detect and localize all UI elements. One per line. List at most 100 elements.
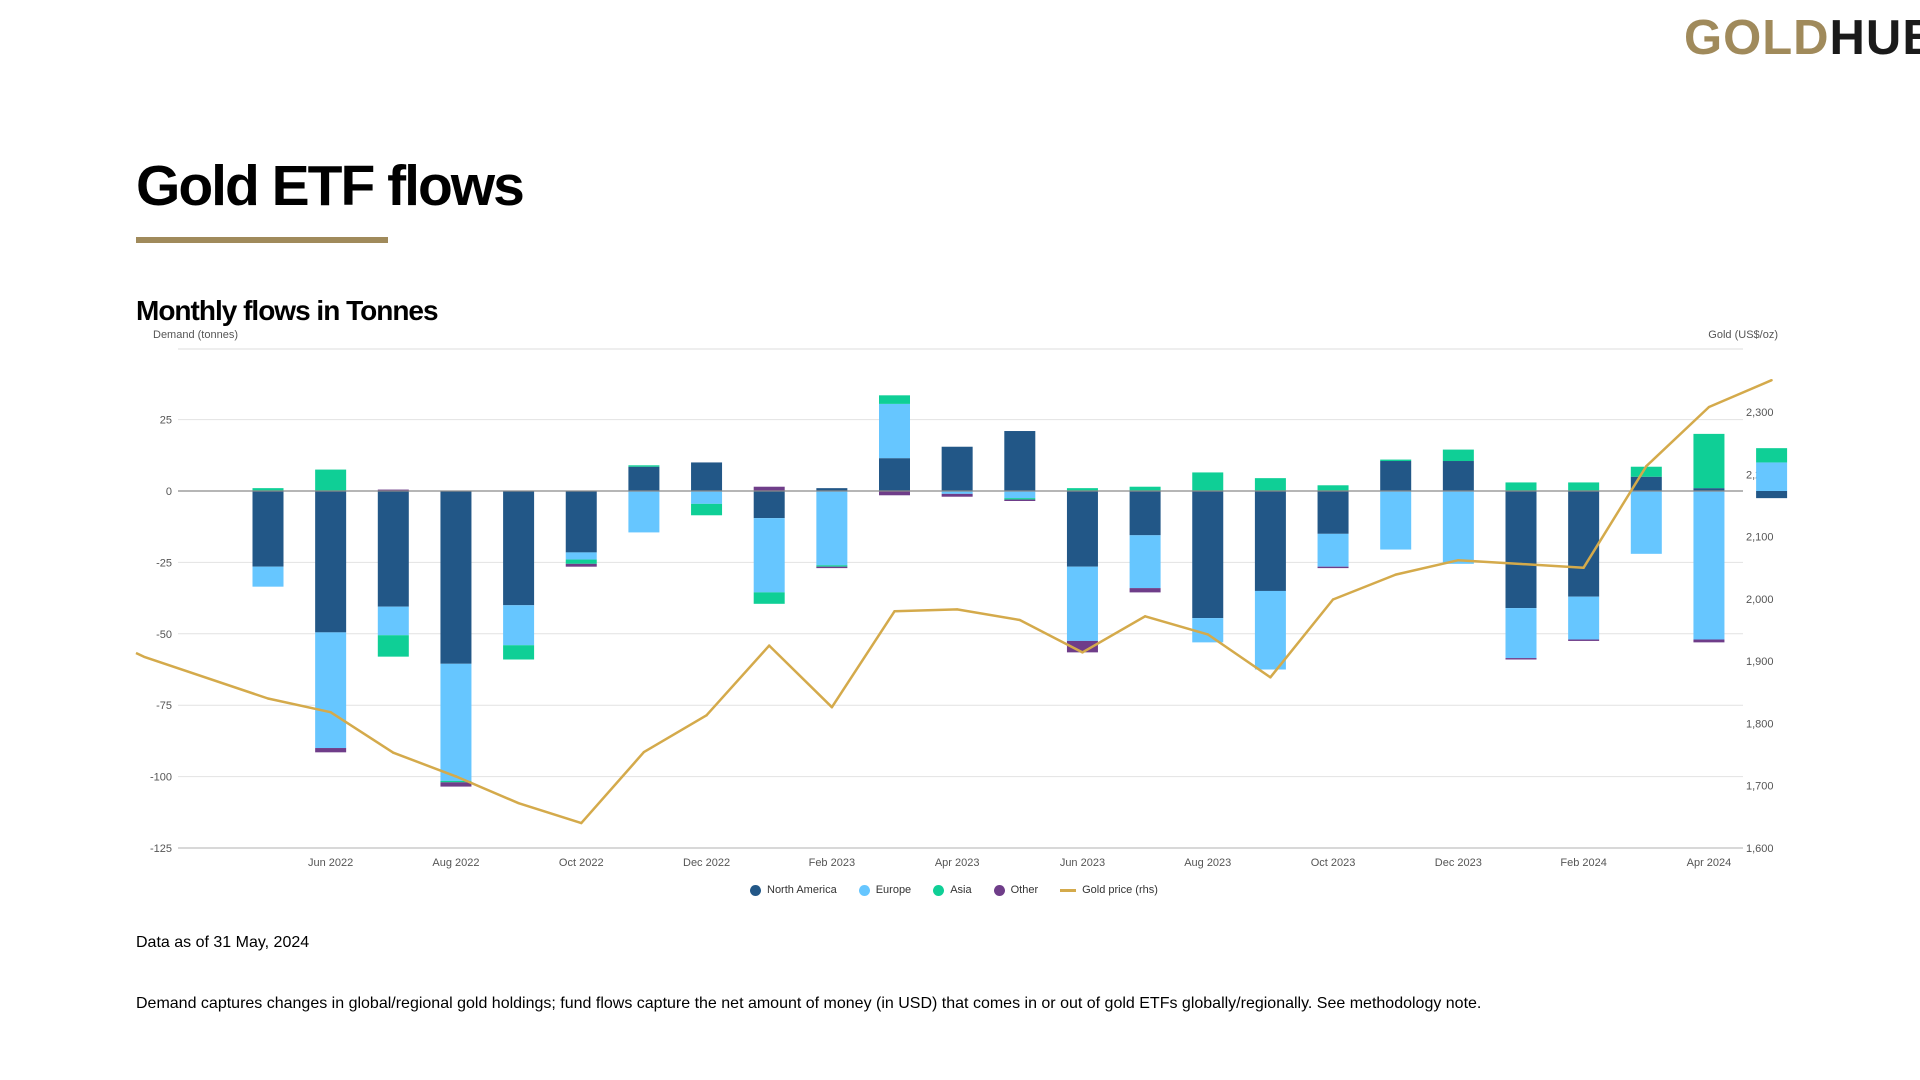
bar-europe xyxy=(753,518,785,593)
logo-hub: HUB xyxy=(1829,11,1920,65)
bar-north-america xyxy=(1693,488,1725,491)
bar-europe xyxy=(1568,596,1600,640)
y-right-tick-label: 1,600 xyxy=(1746,843,1774,855)
bar-north-america xyxy=(1192,491,1224,619)
legend-label: Other xyxy=(1010,884,1039,896)
gold-price-point xyxy=(768,644,771,647)
bar-other xyxy=(1066,640,1098,653)
x-tick-label: Feb 2023 xyxy=(809,857,855,869)
methodology-note: Demand captures changes in global/region… xyxy=(136,995,1482,1012)
bar-europe xyxy=(440,663,472,781)
legend-gold-price[interactable]: Gold price (rhs) xyxy=(1060,884,1158,896)
bar-other xyxy=(1004,499,1036,501)
bar-europe xyxy=(816,491,848,566)
other-dot-icon xyxy=(993,884,1005,896)
y-right-axis-title: Gold (US$/oz) xyxy=(1708,329,1778,341)
bar-other xyxy=(941,493,973,497)
bar-asia xyxy=(565,559,597,564)
bar-europe xyxy=(1442,491,1474,564)
bar-asia xyxy=(1129,486,1161,491)
bar-north-america xyxy=(1442,461,1474,491)
bar-other xyxy=(377,489,409,491)
gold-price-point xyxy=(1707,405,1711,409)
y-right-tick-label: 1,900 xyxy=(1746,656,1774,668)
gold-price-point xyxy=(454,775,458,778)
gold-price-point xyxy=(830,706,834,709)
asia-dot-icon xyxy=(933,884,945,896)
etf-flows-chart: 250-25-50-75-100-1252,3002,2002,1002,000… xyxy=(135,329,1788,869)
gold-price-point xyxy=(1519,562,1523,566)
bar-europe xyxy=(628,491,660,533)
legend-asia[interactable]: Asia xyxy=(933,884,972,896)
gold-price-point xyxy=(955,608,959,611)
chart-legend: North America Europe Asia Other Gold pri… xyxy=(750,884,1158,896)
bar-asia xyxy=(377,635,409,657)
bar-other xyxy=(879,491,910,496)
bar-north-america xyxy=(1317,491,1349,534)
bar-asia xyxy=(816,565,848,567)
bar-north-america xyxy=(252,491,284,567)
bar-asia xyxy=(879,395,910,404)
gold-price-point xyxy=(1143,615,1147,618)
gold-price-point xyxy=(1645,464,1648,468)
gold-price-point xyxy=(517,801,520,805)
bar-europe xyxy=(1756,462,1788,491)
x-tick-label: Apr 2024 xyxy=(1687,857,1732,869)
bar-north-america xyxy=(315,491,347,633)
north-america-dot-icon xyxy=(750,884,761,896)
x-tick-label: Dec 2022 xyxy=(683,857,730,869)
bar-europe xyxy=(503,605,535,646)
bar-north-america xyxy=(879,458,910,491)
legend-north-america[interactable]: North America xyxy=(750,884,837,896)
bar-other xyxy=(1568,639,1600,641)
bar-north-america xyxy=(1066,491,1098,567)
bar-asia xyxy=(1317,485,1349,491)
bar-europe xyxy=(691,491,723,504)
bar-asia xyxy=(1442,449,1474,462)
bar-asia xyxy=(1693,433,1725,489)
legend-label: North America xyxy=(767,884,837,896)
legend-label: Gold price (rhs) xyxy=(1082,884,1158,896)
europe-dot-icon xyxy=(858,884,870,896)
gold-price-point xyxy=(1770,379,1773,382)
y-left-tick-label: -50 xyxy=(156,629,172,641)
bar-north-america xyxy=(1254,491,1286,591)
y-left-tick-label: 0 xyxy=(166,486,172,498)
x-tick-label: Dec 2023 xyxy=(1435,857,1482,869)
gold-price-point xyxy=(329,711,332,714)
bar-other xyxy=(1505,658,1537,660)
logo-gold: GOLD xyxy=(1684,11,1830,65)
bar-north-america xyxy=(1505,491,1537,609)
bar-europe xyxy=(315,632,347,749)
goldhub-logo[interactable]: GOLDHUB xyxy=(1684,10,1920,66)
page-title: Gold ETF flows xyxy=(136,154,525,218)
bar-other xyxy=(1129,588,1161,593)
y-right-tick-label: 1,700 xyxy=(1746,781,1774,793)
gold-price-point xyxy=(1206,633,1209,636)
title-underline xyxy=(136,237,388,243)
bar-asia xyxy=(1630,466,1662,477)
bar-other xyxy=(565,563,597,567)
bar-europe xyxy=(1129,535,1161,589)
bar-north-america xyxy=(691,462,723,491)
bar-other xyxy=(1317,566,1349,569)
bar-other xyxy=(753,486,785,491)
bar-asia xyxy=(1568,482,1600,491)
y-left-tick-label: 25 xyxy=(160,415,172,427)
bar-europe xyxy=(1630,491,1662,554)
chart-subtitle: Monthly flows in Tonnes xyxy=(136,295,439,326)
legend-other[interactable]: Other xyxy=(993,884,1039,896)
y-left-axis-title: Demand (tonnes) xyxy=(153,329,238,341)
bar-asia xyxy=(1756,448,1788,463)
bar-north-america xyxy=(1129,491,1161,536)
legend-europe[interactable]: Europe xyxy=(858,884,911,896)
bar-europe xyxy=(252,566,284,587)
bar-asia xyxy=(315,469,347,491)
gold-price-point xyxy=(392,751,395,754)
gold-price-point xyxy=(1394,573,1397,576)
bar-europe xyxy=(879,403,910,459)
y-left-tick-label: -75 xyxy=(156,700,172,712)
bar-europe xyxy=(1693,491,1725,640)
bar-asia xyxy=(440,780,472,783)
bar-other xyxy=(440,782,472,787)
